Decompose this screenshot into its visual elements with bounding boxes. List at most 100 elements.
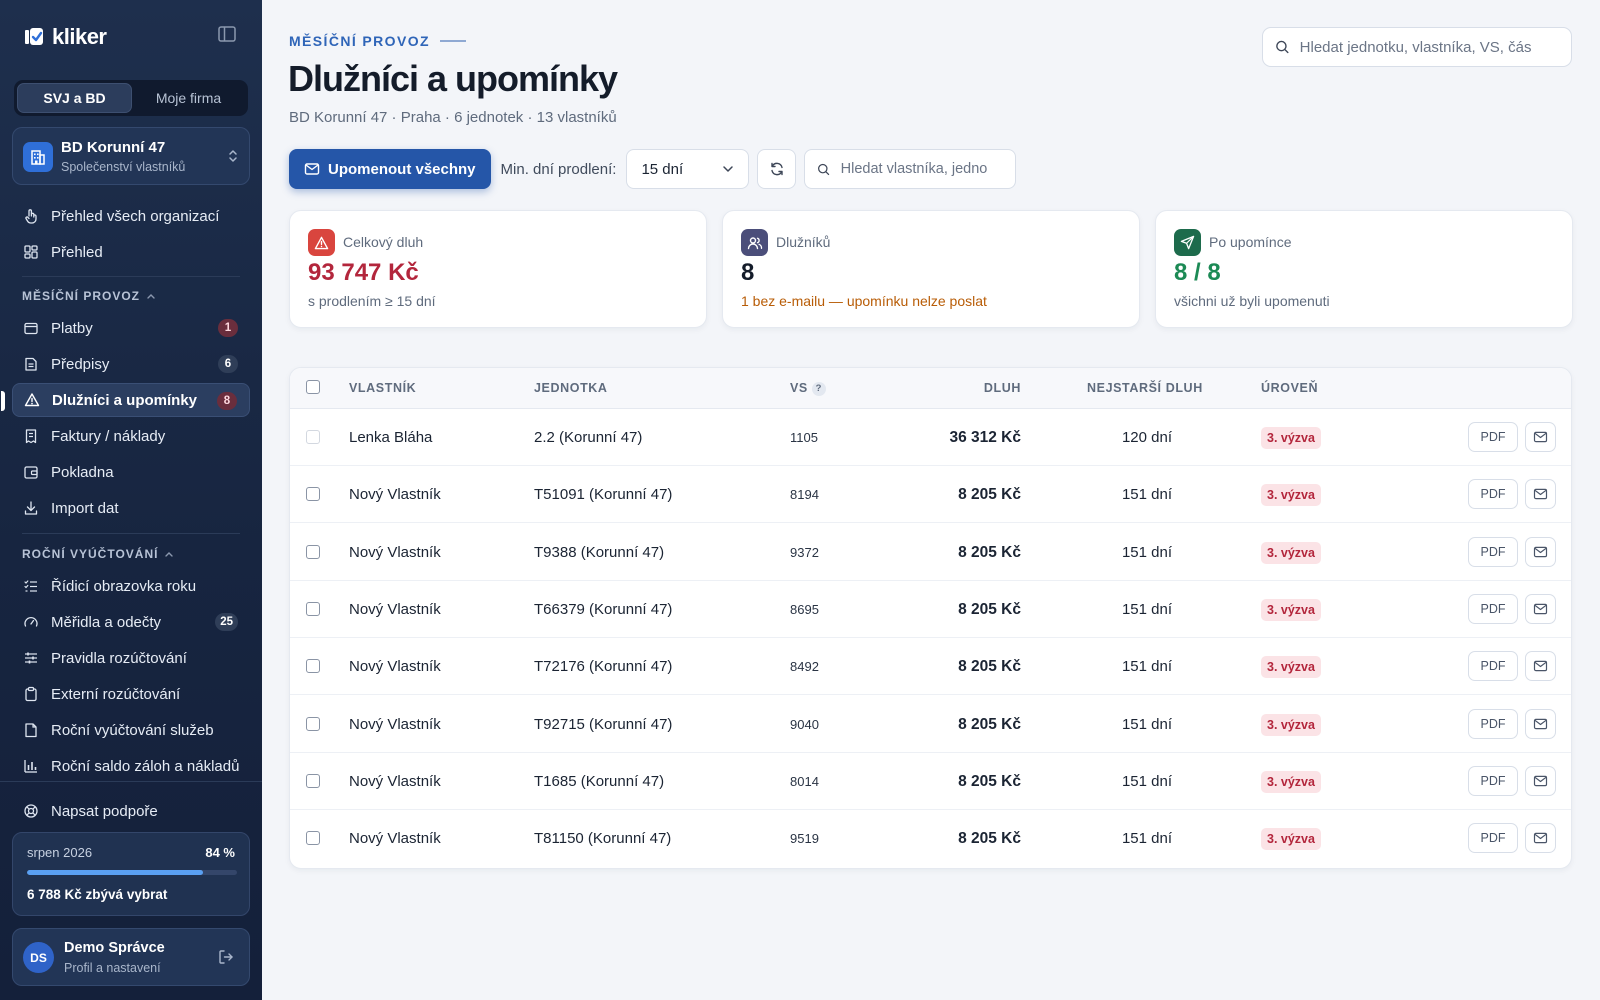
send-reminder-button[interactable] [1525, 479, 1556, 510]
logout-icon[interactable] [217, 948, 235, 971]
oldest-debt-cell: 151 dní [1121, 543, 1173, 561]
sidebar: kliker SVJ a BD Moje firma BD Korunní 47… [0, 0, 262, 1000]
nav-label: Měřidla a odečty [51, 613, 162, 631]
pdf-button[interactable]: PDF [1468, 765, 1518, 796]
debt-cell: 8 205 Kč [958, 543, 1021, 561]
user-profile[interactable]: DS Demo Správce Profil a nastavení [12, 928, 250, 986]
oldest-debt-cell: 151 dní [1121, 715, 1173, 733]
level-badge: 3. výzva [1261, 828, 1321, 851]
table-row[interactable]: Nový Vlastník T66379 (Korunní 47) 8695 8… [290, 581, 1571, 638]
nav-debtors[interactable]: Dlužníci a upomínky 8 [1, 383, 250, 417]
col-vs[interactable]: VS? [790, 381, 826, 396]
nav-allocation-rules[interactable]: Pravidla rozúčtování [12, 641, 250, 675]
col-oldest-debt[interactable]: NEJSTARŠÍ DLUH [1087, 381, 1203, 395]
send-icon [1174, 229, 1201, 256]
table-row[interactable]: Nový Vlastník T51091 (Korunní 47) 8194 8… [290, 466, 1571, 524]
level-badge: 3. výzva [1261, 427, 1321, 449]
row-checkbox[interactable] [306, 487, 320, 502]
sidebar-collapse-icon[interactable] [218, 26, 238, 44]
table-row[interactable]: Nový Vlastník T81150 (Korunní 47) 9519 8… [290, 810, 1571, 867]
section-monthly[interactable]: MĚSÍČNÍ PROVOZ [22, 289, 156, 303]
nav-overview[interactable]: Přehled [12, 235, 250, 269]
mail-icon [1533, 718, 1548, 729]
stat-label: Dlužníků [776, 234, 831, 250]
min-days-select[interactable]: 15 dní [626, 149, 750, 189]
row-checkbox[interactable] [306, 601, 320, 616]
bar-chart-icon [22, 757, 40, 775]
global-search-input[interactable] [1299, 38, 1571, 56]
lifebuoy-icon [22, 802, 40, 820]
nav-annual-balance[interactable]: Roční saldo záloh a nákladů [12, 749, 250, 783]
pdf-button[interactable]: PDF [1468, 536, 1518, 567]
table-row[interactable]: Nový Vlastník T1685 (Korunní 47) 8014 8 … [290, 753, 1571, 810]
table-row[interactable]: Nový Vlastník T92715 (Korunní 47) 9040 8… [290, 696, 1571, 753]
table-row[interactable]: Lenka Bláha 2.2 (Korunní 47) 1105 36 312… [290, 409, 1571, 466]
col-debt[interactable]: DLUH [983, 381, 1021, 395]
app-logo[interactable]: kliker [24, 24, 107, 50]
send-reminder-button[interactable] [1525, 708, 1556, 739]
pdf-button[interactable]: PDF [1468, 651, 1518, 682]
owner-cell: Nový Vlastník [349, 830, 441, 848]
send-reminder-button[interactable] [1525, 536, 1556, 567]
pdf-button[interactable]: PDF [1468, 479, 1518, 510]
table-row[interactable]: Nový Vlastník T72176 (Korunní 47) 8492 8… [290, 638, 1571, 696]
nav-annual-billing[interactable]: Roční vyúčtování služeb [12, 713, 250, 747]
row-checkbox[interactable] [306, 659, 320, 674]
segment-svj-bd[interactable]: SVJ a BD [17, 83, 132, 113]
level-badge: 3. výzva [1261, 713, 1321, 736]
vs-cell: 9040 [790, 716, 819, 732]
nav-badge: 1 [218, 319, 238, 337]
org-switcher[interactable]: BD Korunní 47 Společenství vlastníků [12, 127, 250, 185]
nav-support[interactable]: Napsat podpoře [12, 794, 250, 828]
nav-year-dashboard[interactable]: Řídicí obrazovka roku [12, 569, 250, 603]
pdf-button[interactable]: PDF [1468, 593, 1518, 624]
pdf-button[interactable]: PDF [1468, 708, 1518, 739]
segment-my-company[interactable]: Moje firma [155, 90, 222, 106]
send-reminder-button[interactable] [1525, 422, 1556, 452]
nav-import[interactable]: Import dat [12, 491, 250, 525]
nav-label: Přehled všech organizací [51, 207, 220, 225]
progress-remaining: 6 788 Kč zbývá vybrat [27, 887, 168, 902]
section-annual[interactable]: ROČNÍ VYÚČTOVÁNÍ [22, 547, 174, 561]
level-badge: 3. výzva [1261, 656, 1321, 679]
send-reminder-button[interactable] [1525, 765, 1556, 796]
table-row[interactable]: Nový Vlastník T9388 (Korunní 47) 9372 8 … [290, 524, 1571, 581]
collection-progress-card: srpen 2026 84 % 6 788 Kč zbývá vybrat [12, 832, 250, 916]
remind-all-button[interactable]: Upomenout všechny [289, 149, 491, 189]
unit-cell: T51091 (Korunní 47) [534, 486, 673, 504]
unit-cell: T66379 (Korunní 47) [534, 600, 673, 618]
nav-external-allocation[interactable]: Externí rozúčtování [12, 677, 250, 711]
global-search[interactable] [1262, 27, 1572, 67]
send-reminder-button[interactable] [1525, 593, 1556, 624]
nav-payments[interactable]: Platby 1 [12, 311, 250, 345]
row-checkbox[interactable] [306, 716, 320, 731]
nav-label: Řídicí obrazovka roku [51, 577, 197, 595]
send-reminder-button[interactable] [1525, 651, 1556, 682]
unit-cell: T9388 (Korunní 47) [534, 543, 665, 561]
chevron-updown-icon [227, 148, 239, 169]
col-level[interactable]: ÚROVEŇ [1261, 381, 1319, 395]
owner-search[interactable] [804, 149, 1017, 189]
owner-search-input[interactable] [840, 161, 1016, 177]
col-unit[interactable]: JEDNOTKA [534, 381, 608, 395]
oldest-debt-cell: 151 dní [1121, 772, 1173, 790]
unit-cell: T81150 (Korunní 47) [534, 830, 672, 848]
logo-icon [25, 28, 43, 45]
row-checkbox[interactable] [306, 831, 320, 846]
select-all-checkbox[interactable] [306, 380, 320, 394]
refresh-button[interactable] [757, 149, 797, 189]
nav-invoices[interactable]: Faktury / náklady [12, 419, 250, 453]
row-checkbox[interactable] [306, 544, 320, 559]
row-checkbox[interactable] [306, 773, 320, 788]
send-reminder-button[interactable] [1525, 823, 1556, 854]
refresh-icon [771, 162, 783, 176]
col-owner[interactable]: VLASTNÍK [349, 381, 417, 395]
nav-all-organizations[interactable]: Přehled všech organizací [12, 199, 250, 233]
pdf-button[interactable]: PDF [1468, 422, 1518, 452]
nav-prescriptions[interactable]: Předpisy 6 [12, 347, 250, 381]
level-badge: 3. výzva [1261, 598, 1321, 621]
nav-meters[interactable]: Měřidla a odečty 25 [12, 605, 250, 639]
nav-cashbox[interactable]: Pokladna [12, 455, 250, 489]
help-icon[interactable]: ? [811, 381, 826, 396]
pdf-button[interactable]: PDF [1468, 823, 1518, 854]
